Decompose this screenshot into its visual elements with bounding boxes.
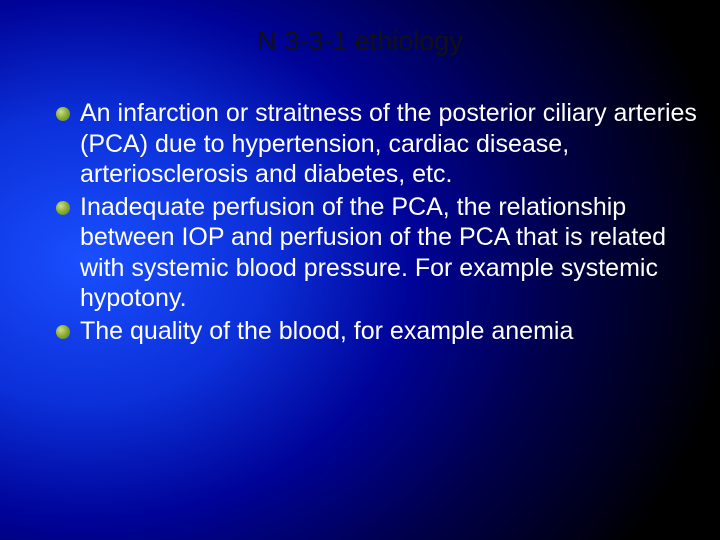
list-item: Inadequate perfusion of the PCA, the rel… [56, 192, 698, 314]
bullet-text: An infarction or straitness of the poste… [80, 98, 698, 190]
slide-container: N 3-3-1 ethiology An infarction or strai… [0, 0, 720, 540]
bullet-text: Inadequate perfusion of the PCA, the rel… [80, 192, 698, 314]
list-item: The quality of the blood, for example an… [56, 316, 698, 347]
bullet-icon [56, 201, 70, 215]
bullet-icon [56, 107, 70, 121]
list-item: An infarction or straitness of the poste… [56, 98, 698, 190]
bullet-icon [56, 325, 70, 339]
slide-body: An infarction or straitness of the poste… [56, 98, 698, 348]
slide-title: N 3-3-1 ethiology [0, 26, 720, 57]
bullet-text: The quality of the blood, for example an… [80, 316, 573, 347]
